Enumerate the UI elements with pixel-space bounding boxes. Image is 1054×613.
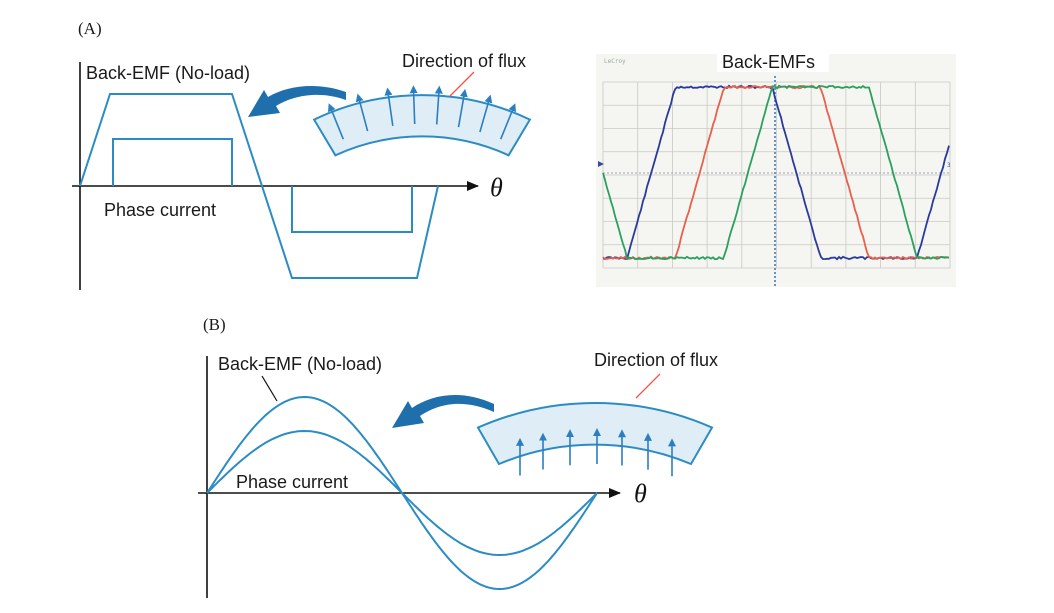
panel-a-magnet [312, 85, 532, 157]
panel-a-flux-leader-line [449, 71, 475, 97]
panel-a-phase-current-label: Phase current [104, 200, 216, 220]
scope-trace-phase-c [602, 84, 950, 261]
panel-b: (B) θ Back-EMF (No-load) Phase current D… [198, 315, 718, 598]
scope-background [596, 54, 956, 287]
panel-a-back-emf-waveform [79, 93, 439, 279]
panel-b-flux-arrows [516, 428, 676, 477]
scope-channel-marker: 3 [947, 162, 951, 169]
scope-title: Back-EMFs [722, 52, 815, 72]
panel-a-curved-arrow [248, 85, 346, 117]
panel-b-phase-current-label: Phase current [236, 472, 348, 492]
panel-a-back-emf-label: Back-EMF (No-load) [86, 63, 250, 83]
flux-arrow [409, 85, 418, 125]
flux-arrow [355, 93, 369, 132]
panel-a-flux-label: Direction of flux [402, 51, 526, 71]
flux-arrow [434, 85, 443, 125]
flux-arrow [384, 87, 394, 127]
panel-b-theta-symbol: θ [634, 479, 647, 508]
panel-a-label: (A) [78, 19, 102, 38]
panel-a-theta-symbol: θ [490, 173, 503, 202]
panel-b-back-emf-leader-line [261, 375, 278, 402]
panel-b-back-emf-label: Back-EMF (No-load) [218, 354, 382, 374]
flux-arrow [499, 103, 517, 140]
panel-a-flux-arrows [327, 85, 517, 140]
panel-b-phase-current-waveform [206, 429, 598, 557]
scope-title-backdrop [717, 52, 829, 72]
panel-b-magnet [476, 402, 714, 477]
panel-b-flux-label: Direction of flux [594, 350, 718, 370]
panel-b-flux-leader-line [635, 373, 661, 399]
panel-a: (A) θ Back-EMF (No-load) Phase current D… [72, 19, 532, 290]
flux-arrow [479, 94, 493, 133]
panel-b-label: (B) [203, 315, 226, 334]
flux-arrow [457, 88, 468, 128]
panel-b-curved-arrow [392, 394, 494, 428]
flux-arrow [327, 103, 345, 140]
oscilloscope-screen: LeCroy 3 Back-EMFs [596, 52, 956, 287]
scope-brand-label: LeCroy [604, 58, 626, 65]
panel-a-phase-current-waveform [112, 138, 413, 233]
scope-trigger-marker-left [598, 161, 604, 167]
